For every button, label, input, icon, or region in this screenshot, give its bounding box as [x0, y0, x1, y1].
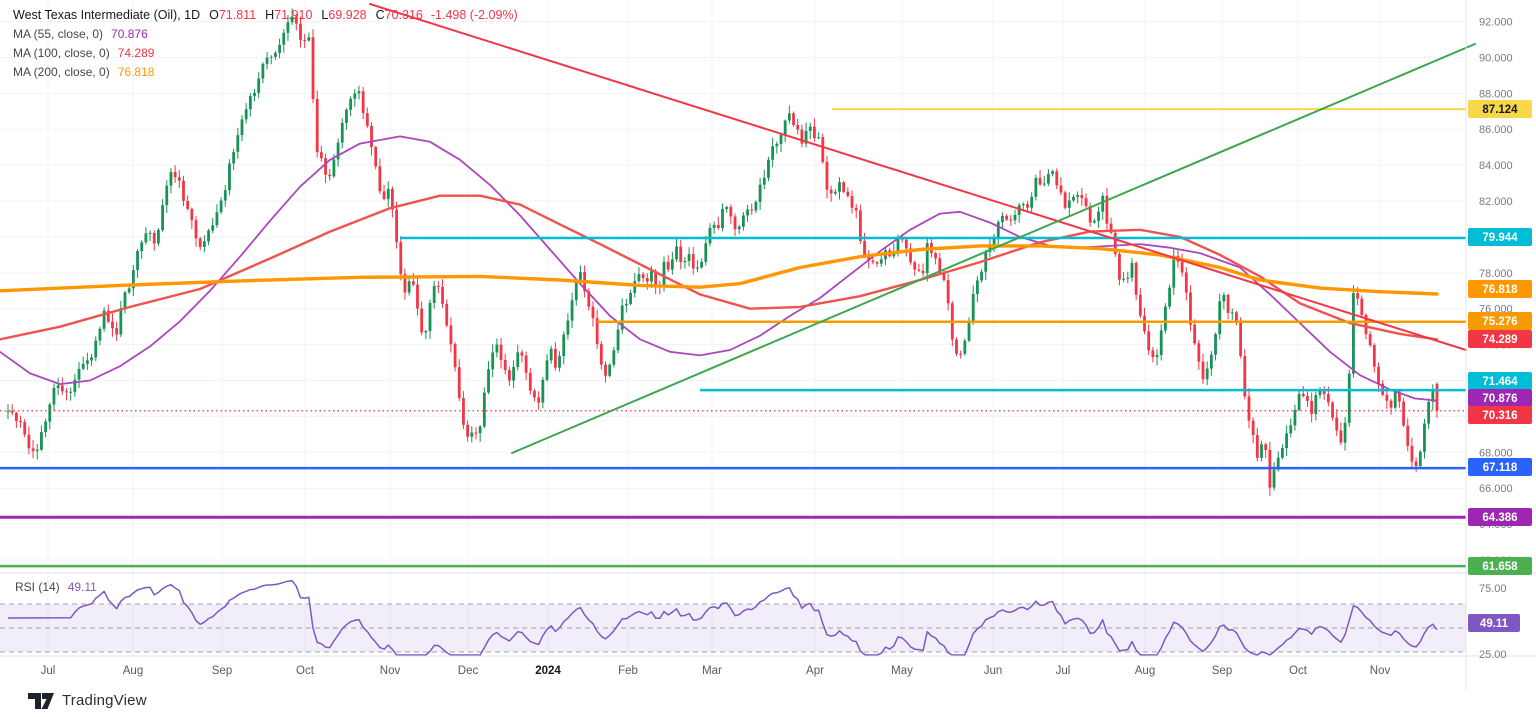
- ma-line-200: [0, 244, 1439, 296]
- svg-text:70.316: 70.316: [1482, 410, 1517, 422]
- horizontal-levels[interactable]: [0, 108, 1466, 568]
- svg-text:75.276: 75.276: [1482, 316, 1517, 328]
- price-label-badge-79.944: 79.944: [1468, 228, 1532, 246]
- symbol-legend-row[interactable]: West Texas Intermediate (Oil), 1D O71.811…: [13, 6, 518, 25]
- rsi-legend-row[interactable]: RSI (14) 49.11: [15, 580, 97, 594]
- close-value: 70.316: [384, 8, 423, 22]
- ma-line-55: [0, 135, 1438, 402]
- trendline-ascending-support: [511, 43, 1476, 454]
- price-label-badge-74.289: 74.289: [1468, 330, 1532, 348]
- svg-text:75.00: 75.00: [1479, 583, 1507, 595]
- candles: [6, 8, 1439, 496]
- price-label-badge-64.386: 64.386: [1468, 508, 1532, 526]
- time-axis-label: Feb: [618, 665, 638, 677]
- price-label-badge-71.464: 71.464: [1468, 372, 1532, 390]
- rsi-value-badge: 49.11: [1468, 614, 1520, 632]
- open-value: 71.811: [218, 8, 257, 22]
- svg-text:61.658: 61.658: [1482, 561, 1518, 573]
- time-axis-label: Jun: [984, 665, 1003, 677]
- price-label-badge-70.316: 70.316: [1468, 406, 1532, 424]
- time-axis-label: Jul: [41, 665, 56, 677]
- time-axis-label: Oct: [296, 665, 315, 677]
- time-axis-label: Dec: [458, 665, 479, 677]
- chart-legend: West Texas Intermediate (Oil), 1D O71.811…: [13, 6, 518, 82]
- time-axis-label: Nov: [1370, 665, 1391, 677]
- svg-text:25.00: 25.00: [1479, 649, 1507, 661]
- ma55-label: MA (55, close, 0): [13, 27, 104, 41]
- ma55-value: 70.876: [111, 27, 148, 41]
- svg-text:64.386: 64.386: [1482, 512, 1517, 524]
- high-value: 71.910: [274, 8, 313, 22]
- open-key: O: [209, 8, 219, 22]
- price-label-badge-76.818: 76.818: [1468, 280, 1532, 298]
- price-scale[interactable]: 92.00090.00088.00086.00084.00082.00080.0…: [1468, 17, 1532, 661]
- svg-text:66.000: 66.000: [1479, 483, 1513, 495]
- time-axis-label: Aug: [123, 665, 143, 677]
- ma-line-100: [0, 194, 1439, 341]
- price-label-badge-70.876: 70.876: [1468, 389, 1532, 407]
- time-axis-label: Sep: [212, 665, 232, 677]
- time-axis-label: Aug: [1135, 665, 1155, 677]
- svg-text:68.000: 68.000: [1479, 447, 1513, 459]
- svg-text:88.000: 88.000: [1479, 88, 1513, 100]
- rsi-label: RSI (14): [15, 580, 60, 594]
- time-axis-label: 2024: [535, 665, 561, 677]
- price-label-badge-87.124: 87.124: [1468, 100, 1532, 118]
- svg-text:87.124: 87.124: [1482, 104, 1518, 116]
- rsi-line: [7, 579, 1438, 656]
- change-value: -1.498 (-2.09%): [430, 8, 518, 22]
- pane-dividers: [0, 0, 1536, 690]
- ma200-legend-row[interactable]: MA (200, close, 0) 76.818: [13, 63, 518, 82]
- ma55-legend-row[interactable]: MA (55, close, 0) 70.876: [13, 25, 518, 44]
- svg-text:76.818: 76.818: [1482, 284, 1518, 296]
- high-key: H: [265, 8, 275, 22]
- tradingview-icon: [28, 692, 54, 709]
- svg-text:84.000: 84.000: [1479, 160, 1513, 172]
- svg-text:79.944: 79.944: [1482, 232, 1518, 244]
- svg-text:74.289: 74.289: [1482, 334, 1517, 346]
- trendline-descending-resistance: [369, 3, 1467, 351]
- time-axis-label: May: [891, 665, 913, 677]
- low-value: 69.928: [328, 8, 367, 22]
- time-scale[interactable]: Jul Aug Sep Oct Nov Dec 2024 Feb Mar Apr May Jun Jul…: [41, 665, 1391, 677]
- ma100-legend-row[interactable]: MA (100, close, 0) 74.289: [13, 44, 518, 63]
- price-label-badge-67.118: 67.118: [1468, 458, 1532, 476]
- svg-text:90.000: 90.000: [1479, 52, 1513, 64]
- time-axis-label: Jul: [1056, 665, 1071, 677]
- svg-text:86.000: 86.000: [1479, 124, 1513, 136]
- svg-text:49.11: 49.11: [1480, 618, 1509, 630]
- ma200-value: 76.818: [117, 65, 155, 79]
- low-key: L: [321, 8, 329, 22]
- close-key: C: [375, 8, 385, 22]
- time-axis-label: Oct: [1289, 665, 1308, 677]
- time-axis-label: Mar: [702, 665, 722, 677]
- ma100-value: 74.289: [117, 46, 155, 60]
- ma100-label: MA (100, close, 0): [13, 46, 110, 60]
- svg-text:67.118: 67.118: [1483, 462, 1518, 474]
- svg-text:92.000: 92.000: [1479, 17, 1513, 29]
- ma200-label: MA (200, close, 0): [13, 65, 110, 79]
- moving-averages: [0, 135, 1439, 402]
- time-axis-label: Nov: [380, 665, 401, 677]
- symbol-title: West Texas Intermediate (Oil), 1D: [13, 8, 201, 22]
- price-label-badge-61.658: 61.658: [1468, 557, 1532, 575]
- rsi-value: 49.11: [67, 580, 97, 594]
- svg-text:82.000: 82.000: [1479, 196, 1513, 208]
- svg-text:71.464: 71.464: [1482, 376, 1518, 388]
- rsi-pane[interactable]: [0, 579, 1466, 656]
- tradingview-text: TradingView: [62, 692, 147, 709]
- trendlines[interactable]: [369, 3, 1476, 454]
- price-label-badge-75.276: 75.276: [1468, 312, 1532, 330]
- time-axis-label: Apr: [806, 665, 824, 677]
- grid-lines: [0, 0, 1466, 656]
- svg-text:78.000: 78.000: [1479, 268, 1513, 280]
- tradingview-logo[interactable]: TradingView: [28, 692, 147, 709]
- time-axis-label: Sep: [1212, 665, 1232, 677]
- svg-text:70.876: 70.876: [1482, 393, 1517, 405]
